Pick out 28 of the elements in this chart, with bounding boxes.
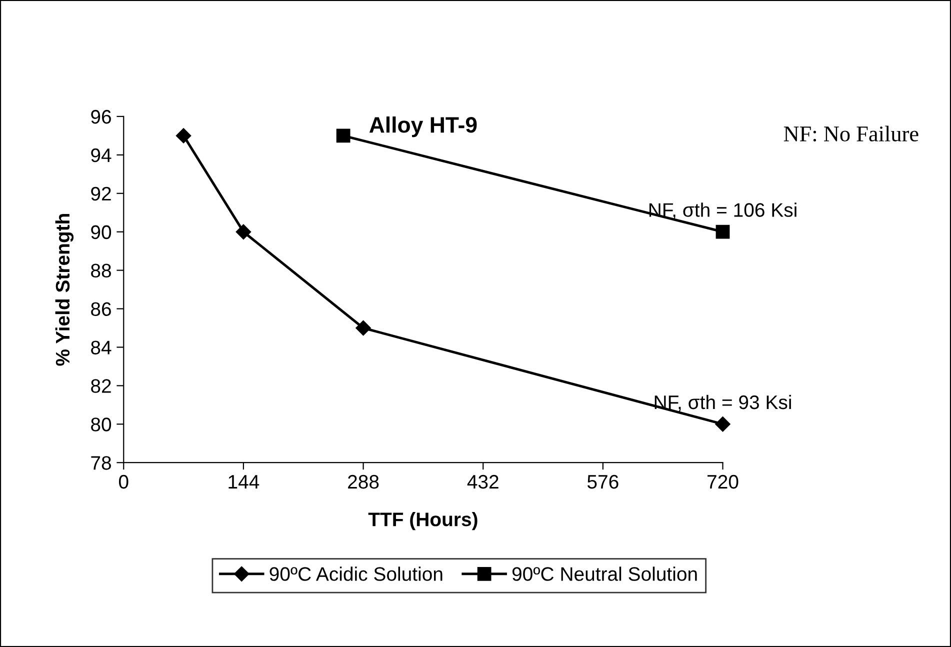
- point: [236, 224, 252, 240]
- legend-label: 90ºC Acidic Solution: [270, 566, 442, 581]
- y-tick-label: 88: [91, 264, 111, 278]
- x-tick-label: 0: [118, 474, 128, 489]
- x-axis-title: TTF (Hours): [368, 512, 478, 530]
- legend-label: 90ºC Neutral Solution: [512, 566, 697, 581]
- point: [336, 128, 350, 143]
- x-tick-label: 432: [467, 474, 498, 489]
- x-tick-label: 288: [348, 474, 379, 489]
- point: [176, 128, 192, 144]
- x-tick-label: 144: [228, 475, 260, 488]
- y-tick-label: 84: [91, 340, 112, 354]
- y-axis-title: % Yield Strength: [55, 214, 74, 366]
- x-tick-label: 576: [587, 474, 618, 489]
- y-tick-label: 96: [91, 110, 111, 124]
- y-tick-label: 92: [91, 186, 111, 201]
- y-tick-label: 94: [91, 148, 112, 162]
- y-tick-label: 90: [91, 225, 112, 240]
- y-tick-label: 82: [91, 379, 111, 393]
- point: [716, 224, 730, 239]
- y-tick-label: 80: [91, 418, 112, 432]
- text: NF: No Failure: [784, 126, 918, 142]
- point: [715, 416, 730, 432]
- y-tick-label: 86: [91, 302, 111, 316]
- chart-title: Alloy HT-9: [369, 116, 477, 138]
- y-tick-label: 78: [91, 456, 111, 470]
- x-tick-label: 720: [708, 474, 738, 489]
- point: [356, 320, 371, 336]
